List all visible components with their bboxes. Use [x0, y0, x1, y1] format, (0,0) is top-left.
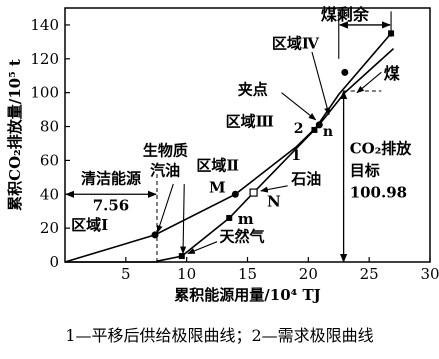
- point-label-n: n: [323, 124, 333, 140]
- x-tick-label: 5: [121, 265, 131, 283]
- curve-label-2: 2: [294, 121, 304, 137]
- axes-layer: 5 10 15 20 25 30 0 20 40 60 80 100 120 140 累积能源用量/10⁴ …: [6, 7, 439, 304]
- y-tick-label: 120: [30, 50, 59, 68]
- petroleum-leader: [260, 185, 288, 193]
- y-tick-label: 40: [40, 185, 59, 203]
- curve-label-1: 1: [291, 148, 301, 164]
- clean-energy-label: 清洁能源: [81, 169, 141, 187]
- point-biomass_pt: [151, 231, 159, 239]
- x-tick-label: 20: [299, 265, 318, 283]
- guides-layer: [64, 11, 392, 263]
- point-n: [311, 126, 318, 133]
- biomass-leader: [156, 183, 174, 234]
- point-m: [226, 214, 233, 221]
- pinch-analysis-chart: 5 10 15 20 25 30 0 20 40 60 80 100 120 140 累积能源用量/10⁴ …: [6, 5, 439, 304]
- point-coal_pt: [341, 68, 349, 76]
- pinch-label: 夹点: [238, 80, 268, 98]
- zone1-label: 区域Ⅰ: [71, 216, 108, 234]
- natural-gas-label: 天然气: [220, 228, 265, 246]
- co2-target-value: 100.98: [350, 184, 407, 202]
- x-tick-label: 25: [360, 265, 379, 283]
- co2-target-label-2: 目标: [350, 162, 380, 180]
- zone3-label: 区域Ⅲ: [226, 113, 274, 131]
- y-tick-label: 80: [40, 118, 59, 136]
- point-label-M: M: [209, 178, 226, 196]
- petroleum-label: 石油: [290, 170, 321, 188]
- natural-gas-leader: [187, 241, 218, 255]
- points-layer: [151, 30, 395, 260]
- point-gas_pt: [178, 253, 185, 260]
- x-tick-label: 15: [238, 265, 257, 283]
- y-tick-label: 0: [49, 253, 59, 271]
- y-tick-label: 100: [30, 84, 59, 102]
- y-tick-label: 20: [40, 219, 59, 237]
- figure-caption: 1—平移后供给极限曲线；2—需求极限曲线: [65, 326, 374, 345]
- pinch-leader: [281, 92, 317, 121]
- gasoline-label: 汽油: [150, 162, 180, 180]
- y-tick-label: 140: [30, 16, 59, 34]
- coal-label: 煤: [384, 64, 400, 83]
- point-M: [231, 190, 239, 198]
- y-tick-label: 60: [40, 151, 59, 169]
- y-axis-title: 累积CO₂排放量/10⁵ t: [6, 59, 24, 211]
- zone4-leader: [311, 51, 331, 116]
- clean-energy-value: 7.56: [93, 196, 130, 214]
- point-pinch: [315, 121, 323, 129]
- x-axis-title: 累积能源用量/10⁴ TJ: [174, 286, 320, 304]
- coal-surplus-label: 煤剩余: [321, 5, 370, 24]
- point-N: [249, 188, 258, 197]
- x-tick-label: 10: [177, 265, 196, 283]
- co2-target-label-1: CO₂排放: [350, 140, 413, 158]
- biomass-label: 生物质: [143, 141, 188, 159]
- point-label-m: m: [238, 210, 254, 228]
- point-label-N: N: [267, 193, 281, 211]
- x-tick-label: 30: [420, 265, 439, 283]
- zone2-label: 区域Ⅱ: [196, 157, 239, 175]
- point-end_pt: [388, 30, 395, 37]
- zone4-label: 区域Ⅳ: [272, 35, 320, 53]
- gasoline-leader: [180, 184, 187, 255]
- coal-leader: [356, 71, 382, 94]
